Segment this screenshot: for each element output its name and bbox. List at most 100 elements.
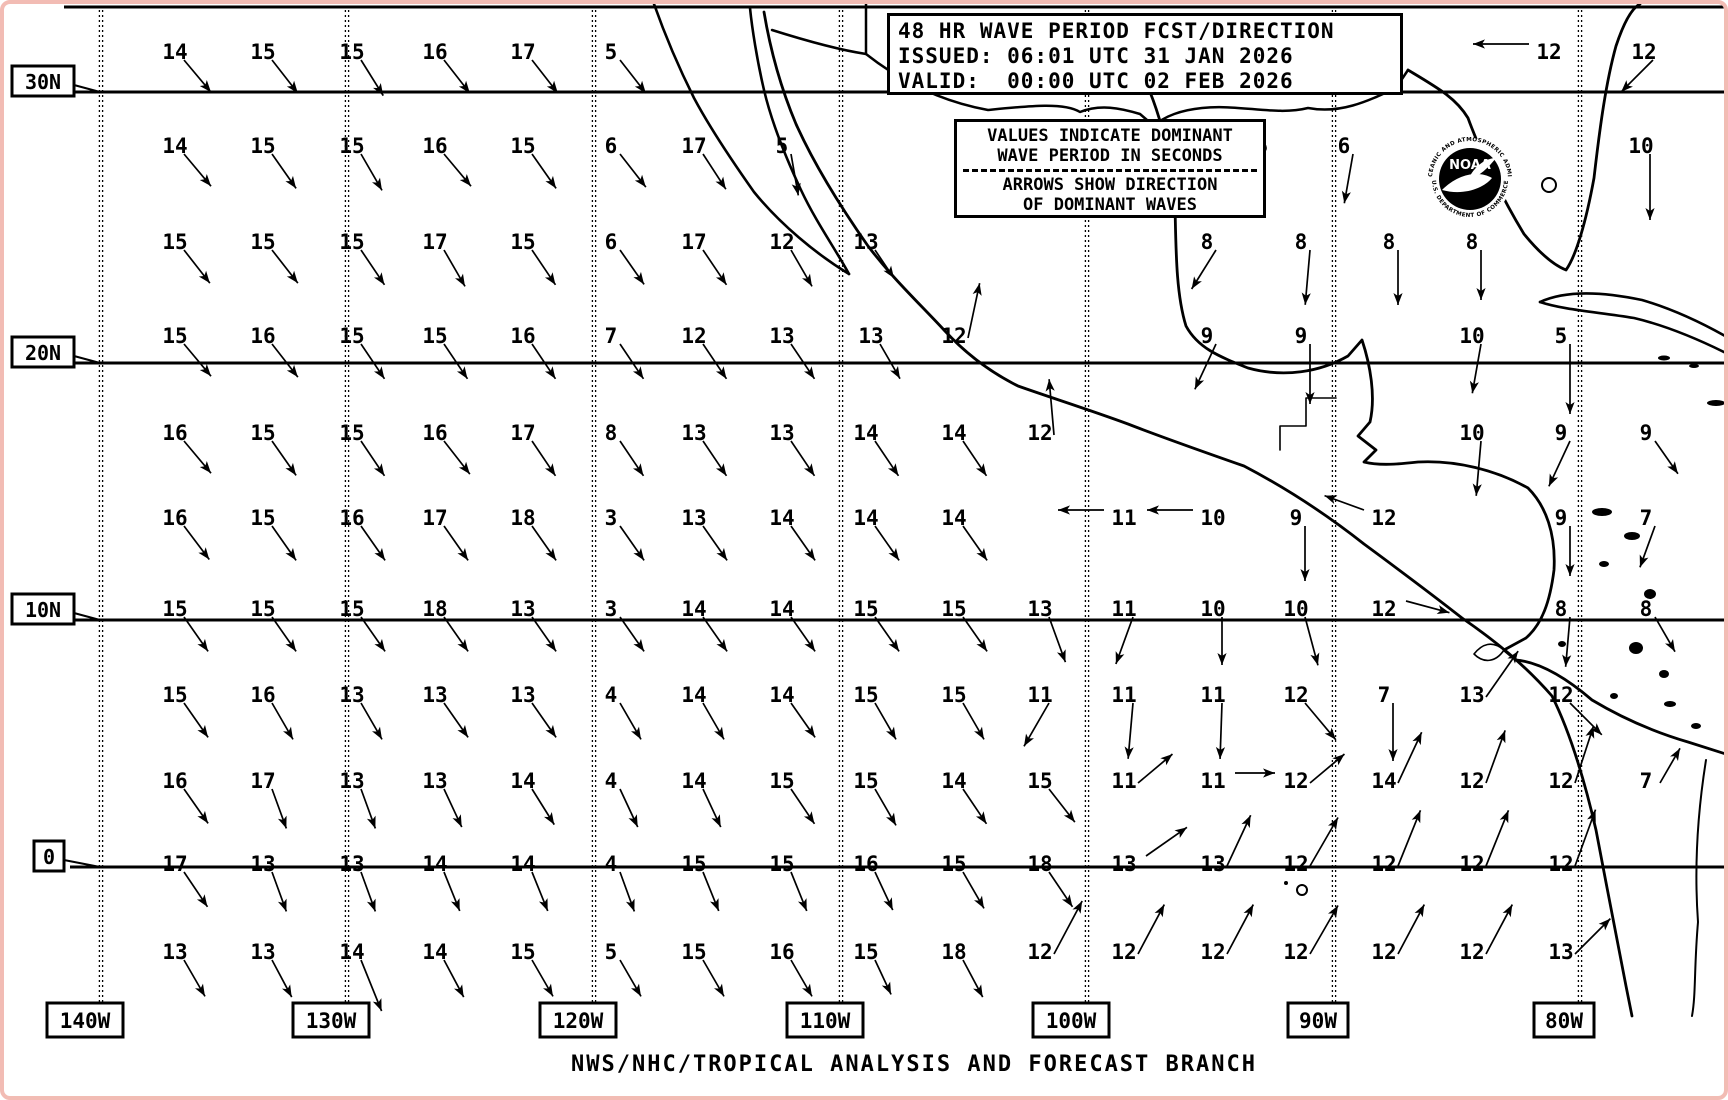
- wave-direction-arrowhead: [1562, 654, 1572, 667]
- wave-period-value: 14: [681, 683, 706, 707]
- wave-period-value: 9: [1295, 324, 1308, 348]
- wave-period-value: 14: [681, 769, 706, 793]
- wave-direction-arrow: [1048, 379, 1055, 436]
- wave-period-value: 12: [1283, 769, 1308, 793]
- wave-direction-arrowhead: [1328, 817, 1338, 831]
- wave-direction-arrowhead: [1154, 904, 1165, 918]
- wave-period-value: 16: [162, 506, 187, 530]
- island: [1664, 701, 1676, 707]
- wave-period-value: 15: [162, 683, 187, 707]
- wave-period-value: 12: [1459, 769, 1484, 793]
- wave-period-value: 14: [769, 506, 794, 530]
- wave-period-value: 18: [422, 597, 447, 621]
- wave-period-value: 5: [605, 40, 618, 64]
- wave-direction-arrowhead: [803, 811, 815, 824]
- wave-direction-arrowhead: [283, 726, 293, 740]
- wave-period-value: 15: [250, 134, 275, 158]
- wave-direction-arrowhead: [374, 638, 386, 652]
- wave-direction-arrowhead: [1324, 495, 1338, 505]
- wave-period-value: 16: [422, 134, 447, 158]
- wave-period-value: 12: [1027, 940, 1052, 964]
- wave-direction-arrowhead: [804, 547, 816, 561]
- wave-direction-arrowhead: [285, 547, 297, 561]
- island: [1558, 641, 1566, 647]
- wave-period-value: 13: [422, 683, 447, 707]
- wave-direction-arrowhead: [366, 898, 376, 912]
- island: [1659, 670, 1669, 678]
- wave-direction-arrowhead: [457, 547, 469, 561]
- wave-direction-arrowhead: [1469, 380, 1479, 394]
- wave-period-value: 15: [853, 769, 878, 793]
- wave-period-value: 14: [510, 852, 535, 876]
- wave-period-value: 17: [510, 421, 535, 445]
- latitude-label-box: [10, 64, 76, 98]
- wave-direction-arrowhead: [543, 812, 555, 825]
- wave-direction-arrowhead: [1436, 605, 1450, 614]
- wave-direction-arrowhead: [199, 174, 211, 187]
- wave-direction-arrowhead: [883, 897, 893, 911]
- wave-period-value: 12: [1283, 852, 1308, 876]
- wave-period-value: 10: [1283, 597, 1308, 621]
- wave-direction-arrowhead: [1476, 288, 1486, 300]
- wave-period-value: 15: [853, 597, 878, 621]
- wave-period-value: 12: [1548, 852, 1573, 876]
- wave-direction-arrowhead: [454, 984, 464, 998]
- wave-direction-arrowhead: [886, 726, 896, 740]
- legend-line-3: ARROWS SHOW DIRECTION: [1002, 175, 1218, 195]
- wave-period-value: 8: [605, 421, 618, 445]
- wave-direction-arrowhead: [282, 984, 292, 998]
- wave-direction-arrow: [1226, 814, 1252, 867]
- wave-direction-arrowhead: [286, 80, 298, 94]
- wave-period-value: 15: [510, 134, 535, 158]
- wave-period-value: 16: [769, 940, 794, 964]
- wave-period-value: 12: [1283, 940, 1308, 964]
- wave-direction-arrowhead: [544, 463, 556, 476]
- wave-direction-arrowhead: [457, 638, 469, 652]
- wave-period-value: 13: [853, 230, 878, 254]
- wave-direction-arrow: [360, 959, 383, 1012]
- wave-period-value: 13: [510, 683, 535, 707]
- latitude-label: 20N: [25, 341, 61, 365]
- coastline-path: [1538, 292, 1724, 337]
- wave-direction-arrowhead: [1590, 723, 1602, 735]
- latitude-label-box: [10, 592, 76, 626]
- longitude-label: 140W: [60, 1009, 111, 1033]
- wave-direction-arrowhead: [631, 983, 641, 997]
- wave-direction-arrow: [1574, 725, 1595, 784]
- wave-period-value: 15: [339, 230, 364, 254]
- wave-period-value: 18: [941, 940, 966, 964]
- wave-period-value: 12: [1548, 769, 1573, 793]
- wave-direction-arrowhead: [1499, 810, 1509, 824]
- wave-period-value: 5: [776, 134, 789, 158]
- valid-time: VALID: 00:00 UTC 02 FEB 2026: [898, 69, 1294, 93]
- wave-period-value: 15: [162, 230, 187, 254]
- wave-period-value: 17: [422, 230, 447, 254]
- wave-direction-arrowhead: [976, 547, 988, 561]
- wave-period-value: 7: [605, 324, 618, 348]
- wave-period-value: 6: [605, 230, 618, 254]
- wave-period-value: 7: [1378, 683, 1391, 707]
- wave-period-value: 12: [1548, 683, 1573, 707]
- island: [1644, 589, 1656, 599]
- wave-direction-arrowhead: [1670, 748, 1680, 762]
- wave-direction-arrowhead: [881, 981, 892, 995]
- wave-period-value: 13: [858, 324, 883, 348]
- longitude-label-box: [45, 1001, 125, 1039]
- wave-direction-arrowhead: [888, 547, 900, 561]
- wave-period-value: 14: [941, 506, 966, 530]
- wave-period-value: 9: [1640, 421, 1653, 445]
- wave-direction-arrowhead: [1665, 638, 1675, 652]
- wave-direction-arrow: [1475, 440, 1482, 496]
- wave-direction-arrowhead: [285, 638, 297, 652]
- wave-period-value: 17: [681, 230, 706, 254]
- wave-direction-arrowhead: [1332, 754, 1345, 766]
- wave-direction-arrowhead: [199, 80, 211, 93]
- wave-direction-arrowhead: [197, 638, 209, 652]
- wave-direction-arrowhead: [1215, 746, 1226, 759]
- wave-period-value: 10: [1200, 506, 1225, 530]
- wave-period-value: 13: [1459, 683, 1484, 707]
- island: [1592, 508, 1612, 516]
- wave-period-value: 14: [853, 506, 878, 530]
- wave-period-value: 15: [250, 40, 275, 64]
- wave-direction-arrowhead: [373, 366, 385, 379]
